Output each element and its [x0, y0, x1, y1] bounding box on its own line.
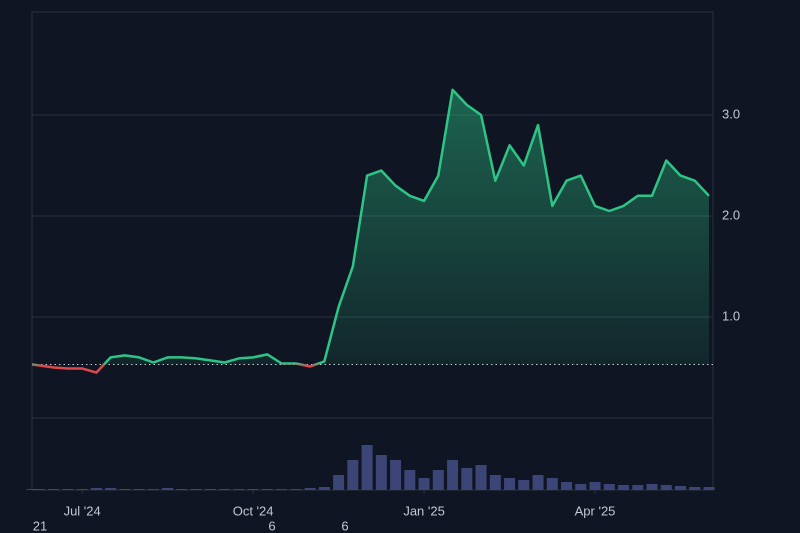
price-line	[31, 88, 710, 374]
volume-bar	[418, 478, 430, 490]
volume-bar	[575, 484, 587, 490]
volume-bar	[703, 487, 715, 490]
footer-fragment: 6	[268, 518, 275, 533]
volume-bar	[162, 488, 174, 490]
volume-bar	[133, 489, 145, 490]
volume-bar	[646, 484, 658, 490]
volume-bar	[219, 489, 231, 490]
y-tick-label: 3.0	[722, 106, 740, 121]
volume-bar	[76, 489, 88, 490]
volume-bar	[204, 489, 216, 490]
volume-bar	[190, 489, 202, 490]
volume-bar	[561, 482, 573, 490]
volume-bar	[546, 478, 558, 490]
volume-bar	[390, 460, 402, 490]
volume-bar	[532, 475, 544, 490]
volume-bar	[447, 460, 459, 490]
volume-bar	[26, 489, 38, 490]
volume-bar	[176, 489, 188, 490]
volume-bar	[475, 465, 487, 490]
volume-bar	[290, 489, 302, 490]
volume-bar	[361, 445, 373, 490]
volume-bar	[375, 455, 387, 490]
volume-bar	[603, 484, 615, 490]
volume-bar	[504, 478, 516, 490]
volume-bar	[618, 485, 630, 490]
volume-bar	[347, 460, 359, 490]
volume-bar	[247, 489, 259, 490]
volume-bar	[33, 489, 45, 490]
x-tick-label: Apr '25	[575, 503, 616, 518]
footer-fragment: 6	[341, 518, 348, 533]
volume-bar	[489, 475, 501, 490]
x-tick-label: Oct '24	[233, 503, 274, 518]
volume-bar	[261, 489, 273, 490]
volume-bar	[461, 468, 473, 490]
volume-bar	[404, 470, 416, 490]
volume-bar	[90, 488, 102, 490]
volume-bar	[304, 488, 316, 490]
volume-bar	[333, 475, 345, 490]
volume-bar	[660, 485, 672, 490]
volume-bar	[119, 489, 131, 490]
y-tick-label: 1.0	[722, 308, 740, 323]
volume-bar	[632, 485, 644, 490]
volume-bar	[432, 470, 444, 490]
volume-bar	[589, 482, 601, 490]
volume-bar	[689, 487, 701, 490]
footer-fragment: 21	[33, 518, 47, 533]
volume-bar	[147, 489, 159, 490]
y-tick-label: 2.0	[722, 207, 740, 222]
area	[103, 89, 710, 365]
x-tick-label: Jul '24	[64, 503, 101, 518]
volume-bar	[233, 489, 245, 490]
volume-bar	[675, 486, 687, 490]
volume-bar	[318, 487, 330, 490]
volume-bar	[518, 480, 530, 490]
x-tick-label: Jan '25	[403, 503, 445, 518]
volume-bar	[105, 488, 117, 490]
volume-bar	[276, 489, 288, 490]
volume-bar	[48, 489, 60, 490]
volume-bar	[62, 489, 74, 490]
